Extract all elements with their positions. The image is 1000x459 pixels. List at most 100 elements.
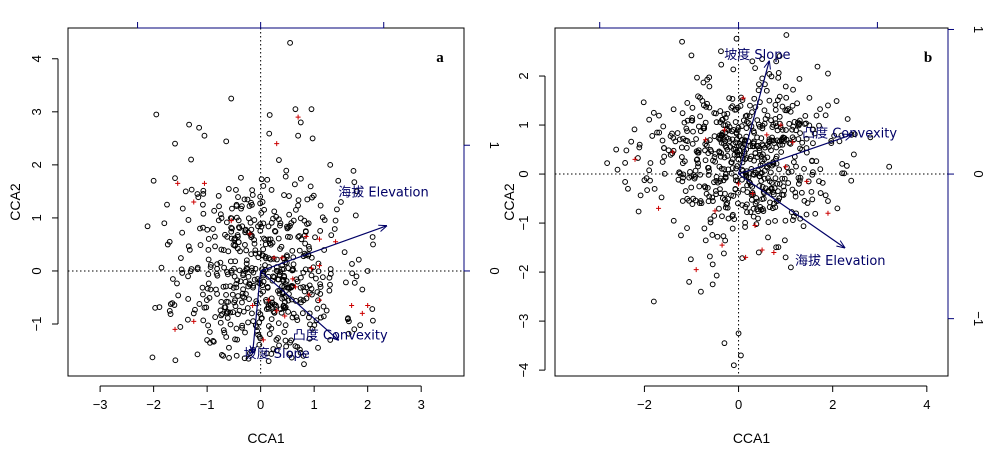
right-tick-label: −1: [971, 311, 986, 326]
site-point: [215, 217, 222, 224]
site-point: [222, 231, 228, 238]
site-point: [797, 130, 803, 137]
right-tick-label: 0: [487, 267, 502, 274]
site-point: [205, 280, 212, 287]
site-point: [218, 352, 225, 358]
site-point: [812, 210, 819, 217]
site-point: [266, 331, 273, 337]
site-point: [246, 296, 252, 303]
site-point: [809, 171, 816, 178]
site-point: [275, 288, 281, 294]
site-point: [241, 355, 248, 362]
species-marker: [274, 141, 280, 147]
site-point: [285, 265, 291, 271]
site-point: [282, 322, 289, 329]
x-axis: −2 0 2 4: [637, 385, 930, 412]
site-point: [225, 309, 231, 315]
site-point: [302, 228, 309, 234]
site-point: [269, 299, 275, 306]
site-point: [277, 269, 284, 275]
site-point: [735, 124, 742, 131]
site-point: [350, 167, 357, 174]
site-point: [790, 159, 797, 166]
site-point: [650, 298, 657, 305]
site-point: [743, 125, 750, 131]
site-point: [289, 314, 296, 321]
site-point: [281, 295, 288, 301]
site-point: [208, 261, 214, 268]
site-point: [287, 234, 293, 240]
site-point: [689, 114, 696, 121]
site-point: [300, 269, 307, 276]
site-point: [248, 251, 255, 258]
site-point: [759, 158, 765, 165]
site-point: [684, 128, 690, 135]
site-point: [238, 205, 244, 212]
site-point: [781, 187, 788, 194]
x-axis-title: CCA1: [247, 430, 285, 446]
site-point: [345, 318, 352, 325]
site-point: [314, 289, 321, 295]
site-point: [251, 237, 258, 243]
site-point: [808, 188, 815, 195]
site-point: [670, 217, 677, 224]
site-point: [326, 287, 333, 294]
site-point: [834, 205, 841, 212]
site-point: [211, 233, 218, 240]
site-point: [250, 284, 256, 291]
site-point: [801, 165, 807, 172]
site-point: [759, 125, 766, 132]
site-point: [299, 310, 306, 317]
site-point: [755, 249, 762, 256]
site-point: [185, 296, 192, 302]
site-point: [684, 195, 691, 202]
site-point: [751, 157, 757, 164]
site-point: [711, 212, 718, 219]
y-tick-label: −3: [516, 314, 531, 329]
site-point: [282, 259, 288, 266]
site-point: [705, 171, 712, 178]
site-point: [722, 122, 729, 129]
site-point: [297, 274, 304, 281]
site-point: [723, 134, 730, 141]
site-point: [172, 140, 178, 147]
site-point: [249, 187, 256, 193]
site-point: [746, 178, 752, 185]
species-marker: [783, 164, 789, 170]
site-point: [654, 129, 660, 136]
site-point: [709, 194, 716, 201]
site-point: [688, 184, 695, 191]
site-point: [235, 217, 242, 224]
y-axis: −4 −3 −2 −1 0 1 2: [516, 72, 546, 378]
site-point: [235, 194, 241, 200]
site-point: [766, 139, 772, 145]
site-point: [260, 252, 266, 259]
site-point: [721, 166, 728, 173]
x-axis: −3 −2 −1 0 1 2 3: [93, 385, 425, 412]
site-point: [756, 145, 762, 152]
site-point: [238, 174, 244, 181]
site-point: [197, 225, 203, 232]
vector-label: 坡度 Slope: [244, 346, 310, 362]
site-point: [742, 113, 749, 119]
site-point: [803, 120, 809, 127]
site-point: [711, 110, 718, 116]
site-point: [713, 119, 720, 126]
site-point: [886, 163, 893, 170]
site-point: [306, 310, 313, 317]
site-point: [684, 138, 691, 144]
species-marker: [250, 302, 256, 308]
site-point: [313, 317, 320, 324]
site-point: [327, 266, 334, 272]
site-point: [284, 233, 291, 240]
site-point: [750, 140, 757, 147]
site-point: [695, 160, 701, 167]
site-point: [707, 146, 714, 153]
y-tick-label: 0: [29, 267, 44, 274]
site-point: [167, 311, 174, 317]
site-point: [204, 285, 211, 292]
site-point: [242, 229, 249, 236]
site-point: [354, 188, 360, 195]
site-point: [623, 147, 630, 154]
site-point: [285, 308, 292, 315]
